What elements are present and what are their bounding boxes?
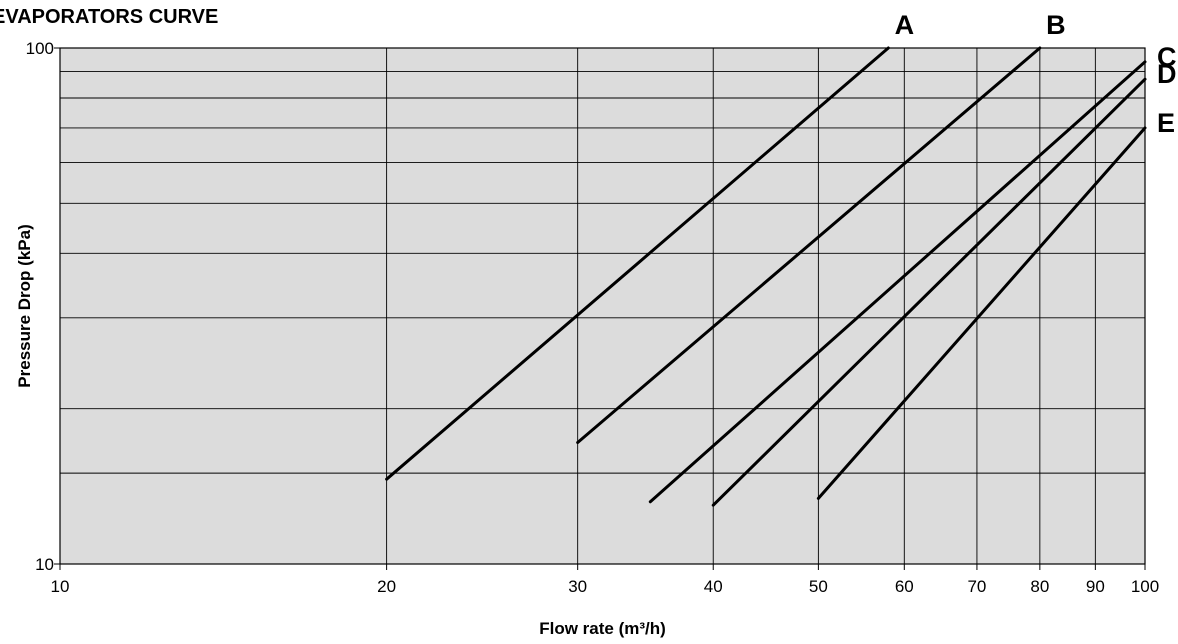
series-line-b xyxy=(576,46,1042,444)
y-tick-label: 100 xyxy=(26,39,54,58)
series-lines xyxy=(385,46,1147,507)
series-line-e xyxy=(816,126,1147,500)
series-line-a xyxy=(385,46,890,481)
x-tick-label: 40 xyxy=(704,577,723,596)
series-labels: A B CDE xyxy=(895,10,1177,138)
series-line-d xyxy=(711,77,1147,507)
x-tick-label: 80 xyxy=(1030,577,1049,596)
series-line-c xyxy=(648,60,1147,504)
x-tick-label: 100 xyxy=(1131,577,1159,596)
series-label-b: B xyxy=(1046,10,1066,40)
x-axis-label: Flow rate (m³/h) xyxy=(539,619,666,638)
series-label-d: D xyxy=(1157,59,1177,89)
series-label-a: A xyxy=(895,10,915,40)
x-tick-label: 60 xyxy=(895,577,914,596)
x-tick-label: 20 xyxy=(377,577,396,596)
x-tick-label: 90 xyxy=(1086,577,1105,596)
series-label-e: E xyxy=(1157,108,1175,138)
x-tick-label: 10 xyxy=(51,577,70,596)
x-tick-labels: 10 20 30 40 50 60 70 80 90 100 xyxy=(51,577,1160,596)
x-tick-label: 30 xyxy=(568,577,587,596)
y-tick-labels: 10 100 xyxy=(26,39,54,574)
plot-area xyxy=(60,48,1145,564)
series-label-c: C xyxy=(1157,42,1177,72)
x-tick-label: 50 xyxy=(809,577,828,596)
x-tick-label: 70 xyxy=(967,577,986,596)
chart-title: EVAPORATORS CURVE xyxy=(0,6,219,28)
y-tick-label: 10 xyxy=(35,555,54,574)
plot-border xyxy=(59,47,1146,565)
y-axis-label: Pressure Drop (kPa) xyxy=(15,224,34,387)
